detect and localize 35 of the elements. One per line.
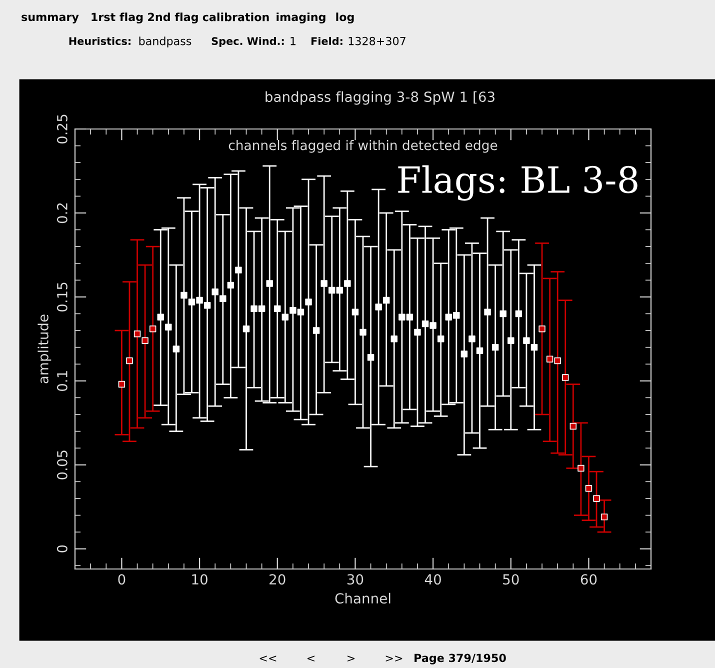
chart-title: bandpass flagging 3-8 SpW 1 [63 [266, 91, 494, 105]
text: bandpass [139, 36, 192, 48]
x-tick-label: 20 [270, 574, 286, 585]
text: << [260, 656, 276, 662]
x-tick-label: 40 [424, 574, 441, 585]
text: Heuristics: [69, 36, 130, 46]
text: 2nd flag [148, 12, 198, 24]
text: 1rst flag [92, 12, 143, 24]
annotation: Flags: BL 3-8 [398, 165, 638, 201]
x-tick-label: 50 [503, 574, 519, 585]
text: calibration [202, 12, 269, 22]
text: log [336, 12, 354, 24]
text: Page 379/1950 [414, 654, 506, 664]
y-tick-label: 0.15 [56, 282, 68, 312]
y-tick-label: 0.25 [56, 114, 68, 144]
text: Spec. Wind.: [212, 36, 284, 48]
x-tick-label: 30 [347, 574, 364, 585]
y-tick-label: 0 [56, 545, 68, 552]
text: imaging [276, 12, 326, 24]
x-tick-label: 0 [118, 574, 126, 585]
text: > [348, 656, 354, 662]
x-tick-label: 60 [580, 574, 597, 585]
text: < [308, 656, 314, 662]
y-tick-label: 0.2 [56, 203, 68, 224]
y-tick-label: 0.05 [56, 450, 68, 480]
text: >> [386, 656, 402, 662]
text: 1 [290, 36, 296, 46]
text: summary [22, 14, 79, 24]
x-axis-title: Channel [335, 592, 390, 604]
text: 1328+307 [348, 36, 406, 46]
text: channels flagged if within detected edge [228, 140, 498, 153]
text: Field: [311, 36, 342, 46]
y-axis-title: amplitude [38, 314, 52, 384]
y-tick-label: 0.1 [56, 371, 68, 392]
x-tick-label: 10 [192, 574, 208, 585]
